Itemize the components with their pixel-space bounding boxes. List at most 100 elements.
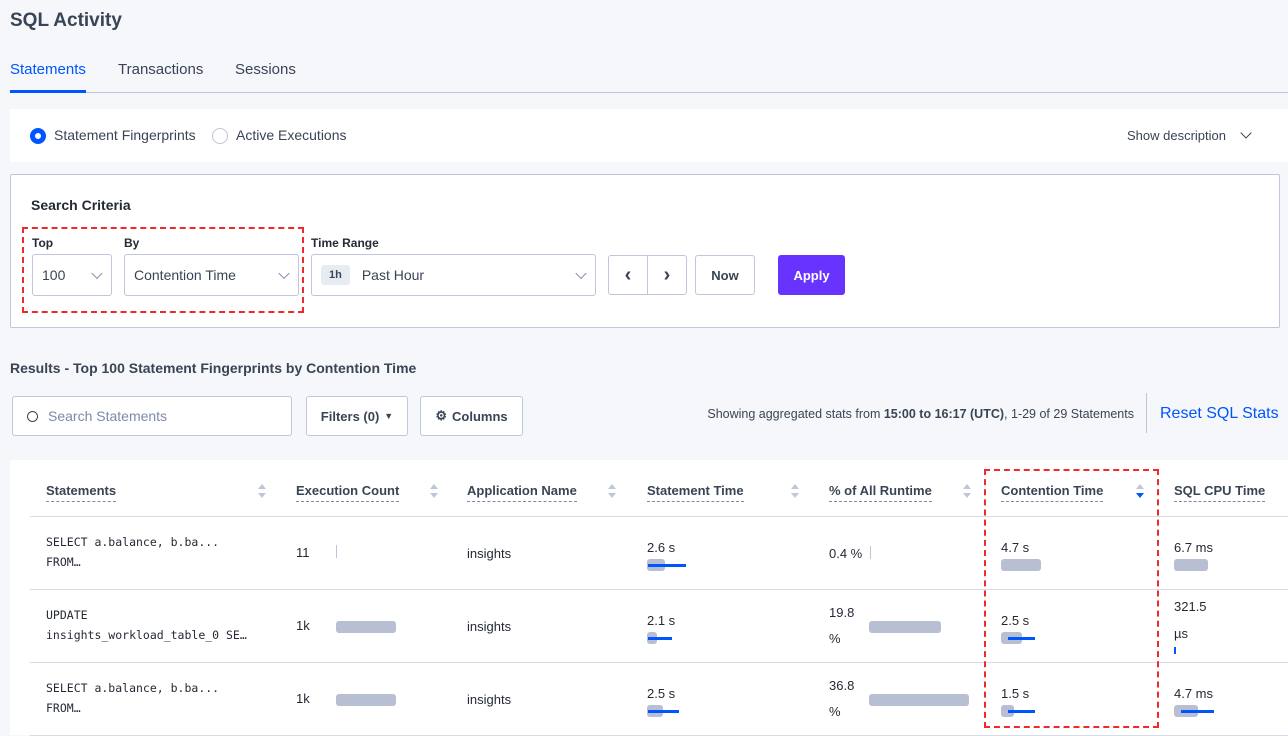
- radio-label[interactable]: Active Executions: [236, 127, 347, 143]
- sort-icon[interactable]: [608, 484, 616, 500]
- contention-time-bar: [1001, 705, 1014, 717]
- chevron-left-icon: ‹: [624, 263, 632, 286]
- contention-time: 2.5 s: [1001, 613, 1030, 628]
- stats-prefix: Showing aggregated stats from: [707, 407, 884, 421]
- execution-count-bar: [336, 621, 396, 633]
- application-name: insights: [467, 692, 512, 707]
- execution-count-bar: [336, 545, 337, 558]
- search-statements-input[interactable]: Search Statements: [12, 396, 292, 436]
- search-icon: [27, 410, 38, 422]
- top-select[interactable]: 100: [32, 254, 112, 296]
- show-description-toggle[interactable]: Show description: [1127, 128, 1226, 143]
- apply-button[interactable]: Apply: [778, 255, 845, 295]
- chevron-down-icon: [278, 267, 290, 280]
- now-button[interactable]: Now: [695, 255, 755, 295]
- sort-icon[interactable]: [1136, 484, 1144, 500]
- by-value: Contention Time: [134, 267, 236, 283]
- results-heading: Results - Top 100 Statement Fingerprints…: [10, 360, 417, 376]
- time-range-value: Past Hour: [361, 267, 425, 283]
- tab-transactions[interactable]: Transactions: [118, 61, 204, 78]
- statements-table: [10, 460, 1288, 735]
- column-header-contention-time[interactable]: Contention Time: [1001, 483, 1104, 502]
- execution-count: 1k: [296, 691, 310, 706]
- sql-cpu-time-unit: µs: [1174, 626, 1188, 641]
- reset-sql-stats-link[interactable]: Reset SQL Stats: [1160, 405, 1279, 422]
- next-range-button[interactable]: ›: [647, 255, 687, 295]
- columns-button[interactable]: ⚙ Columns: [420, 396, 523, 436]
- chevron-down-icon: [575, 267, 587, 280]
- statement-time-deviation: [648, 710, 680, 713]
- radio-active-executions[interactable]: [212, 128, 228, 144]
- percent-runtime: 36.8: [829, 678, 855, 693]
- statement-text-line1[interactable]: SELECT a.balance, b.ba...: [46, 535, 220, 549]
- search-criteria-heading: Search Criteria: [31, 197, 131, 213]
- active-tab-indicator: [10, 90, 86, 93]
- statement-text-line1[interactable]: UPDATE: [46, 608, 88, 622]
- percent-runtime-unit: %: [829, 631, 841, 646]
- chevron-down-icon[interactable]: [1240, 127, 1252, 139]
- row-divider: [30, 662, 1288, 663]
- statement-time-deviation: [648, 564, 687, 567]
- highlight-box: [22, 227, 304, 313]
- execution-count-bar: [336, 694, 396, 706]
- divider: [1146, 393, 1147, 433]
- sql-cpu-time: 6.7 ms: [1174, 540, 1214, 555]
- tab-statements[interactable]: Statements: [10, 61, 86, 78]
- stats-range: 15:00 to 16:17 (UTC): [883, 407, 1005, 421]
- percent-runtime-bar: [869, 694, 969, 706]
- percent-runtime: 19.8: [829, 605, 855, 620]
- top-value: 100: [42, 267, 66, 283]
- column-header-statements[interactable]: Statements: [46, 483, 117, 502]
- time-range-select[interactable]: 1h Past Hour: [311, 254, 596, 296]
- statement-time: 2.5 s: [647, 686, 676, 701]
- search-placeholder: Search Statements: [48, 408, 168, 424]
- sql-cpu-time-bar: [1174, 559, 1208, 571]
- sort-icon[interactable]: [963, 484, 971, 500]
- contention-time-deviation: [1008, 637, 1035, 640]
- statement-time: 2.6 s: [647, 540, 676, 555]
- time-range-label: Time Range: [311, 236, 379, 250]
- view-selector-panel: Statement Fingerprints Active Executions…: [10, 109, 1288, 162]
- percent-runtime-bar: [870, 546, 871, 559]
- statement-text-line2[interactable]: FROM…: [46, 555, 81, 569]
- contention-time: 1.5 s: [1001, 686, 1030, 701]
- by-select[interactable]: Contention Time: [124, 254, 299, 296]
- column-header-sql-cpu-time[interactable]: SQL CPU Time: [1174, 483, 1266, 502]
- search-criteria-panel: Search Criteria Top By Time Range 100 Co…: [10, 174, 1280, 328]
- percent-runtime: 0.4 %: [829, 546, 863, 561]
- row-divider: [30, 516, 1288, 517]
- contention-time: 4.7 s: [1001, 540, 1030, 555]
- chevron-down-icon: [91, 267, 103, 280]
- radio-statement-fingerprints[interactable]: [30, 128, 46, 144]
- statement-time-deviation: [648, 637, 672, 640]
- contention-column-highlight: [984, 469, 1159, 728]
- sql-cpu-time: 4.7 ms: [1174, 686, 1214, 701]
- percent-runtime-unit: %: [829, 704, 841, 719]
- filters-button[interactable]: Filters (0) ▼: [306, 396, 408, 436]
- gear-icon: ⚙: [435, 408, 448, 423]
- tab-sessions[interactable]: Sessions: [235, 61, 296, 78]
- column-header-application-name[interactable]: Application Name: [467, 483, 577, 502]
- application-name: insights: [467, 619, 512, 634]
- statement-text-line2[interactable]: FROM…: [46, 701, 81, 715]
- top-label: Top: [32, 236, 54, 250]
- column-header-statement-time[interactable]: Statement Time: [647, 483, 744, 502]
- column-header--of-all-runtime[interactable]: % of All Runtime: [829, 483, 932, 502]
- sort-icon[interactable]: [791, 484, 799, 500]
- statement-text-line2[interactable]: insights_workload_table_0 SE…: [46, 628, 247, 642]
- chevron-right-icon: ›: [663, 263, 671, 286]
- radio-label[interactable]: Statement Fingerprints: [54, 127, 196, 143]
- tabs-divider: [10, 92, 1288, 93]
- sql-cpu-time: 321.5: [1174, 599, 1207, 614]
- stats-range-text: Showing aggregated stats from 15:00 to 1…: [707, 407, 1134, 421]
- column-header-execution-count[interactable]: Execution Count: [296, 483, 400, 502]
- contention-time-bar: [1001, 559, 1041, 571]
- execution-count: 11: [296, 545, 310, 560]
- sort-icon[interactable]: [430, 484, 438, 500]
- previous-range-button[interactable]: ‹: [608, 255, 648, 295]
- by-label: By: [124, 236, 140, 250]
- statement-text-line1[interactable]: SELECT a.balance, b.ba...: [46, 681, 220, 695]
- sort-icon[interactable]: [258, 484, 266, 500]
- columns-label: Columns: [452, 408, 508, 424]
- row-divider: [30, 589, 1288, 590]
